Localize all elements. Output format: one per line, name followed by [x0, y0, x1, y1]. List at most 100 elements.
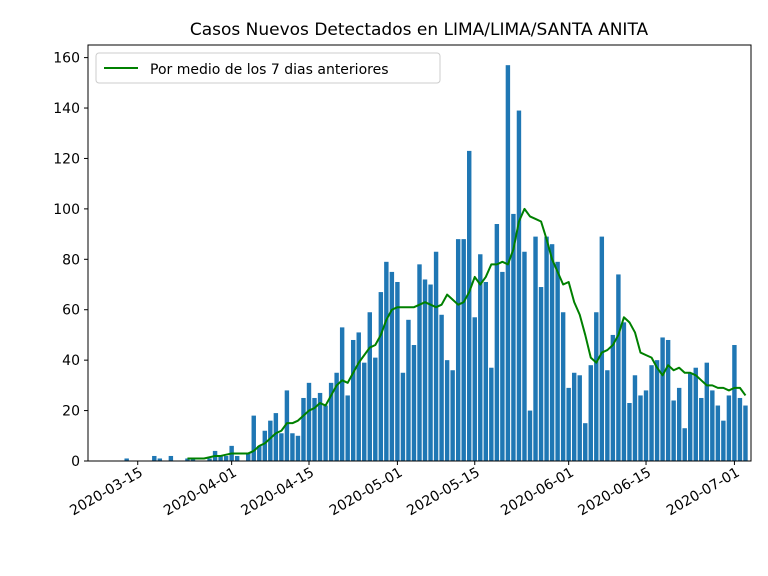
bar — [616, 274, 621, 461]
bar — [455, 239, 461, 461]
bar — [710, 390, 715, 461]
bar — [400, 372, 406, 461]
bar — [560, 312, 566, 461]
bar — [422, 279, 428, 461]
bar — [577, 375, 582, 461]
bar — [378, 292, 384, 461]
legend-label: Por medio de los 7 dias anteriores — [150, 62, 389, 78]
bar — [411, 345, 417, 461]
bar — [279, 433, 284, 461]
bar — [284, 390, 290, 461]
bar — [384, 261, 389, 461]
bar — [295, 435, 301, 461]
bar — [726, 395, 732, 461]
bar — [168, 455, 174, 461]
bar — [555, 261, 560, 461]
bar — [373, 357, 378, 461]
bar — [688, 372, 693, 461]
legend: Por medio de los 7 dias anteriores — [95, 52, 441, 84]
bar — [395, 281, 400, 461]
bar — [665, 339, 671, 461]
bar — [516, 110, 522, 461]
bar — [234, 455, 240, 461]
bar — [494, 224, 500, 461]
bar — [682, 428, 687, 461]
bar — [538, 287, 544, 461]
bar — [522, 251, 527, 461]
bar — [594, 312, 599, 461]
bar — [621, 322, 627, 461]
bar — [699, 397, 704, 461]
bar — [693, 367, 698, 461]
bar — [704, 362, 710, 461]
bar — [152, 455, 157, 461]
bar — [676, 387, 682, 461]
bar — [339, 327, 345, 461]
bar — [649, 365, 654, 461]
bar — [262, 430, 268, 461]
bar — [433, 251, 439, 461]
bar — [367, 312, 372, 461]
bar — [467, 150, 472, 461]
bar — [627, 403, 632, 461]
bar — [257, 445, 262, 461]
bar — [571, 372, 577, 461]
chart-title: Casos Nuevos Detectados en LIMA/LIMA/SAN… — [190, 20, 649, 40]
bar — [356, 332, 361, 461]
bar — [632, 375, 638, 461]
y-tick-label: 60 — [62, 303, 80, 319]
bar — [549, 244, 555, 461]
line-layer — [187, 207, 747, 460]
bar — [599, 236, 605, 461]
bar — [583, 423, 588, 461]
y-tick-label: 100 — [53, 202, 80, 218]
bar — [345, 395, 350, 461]
y-tick-label: 20 — [62, 404, 80, 420]
bar — [638, 395, 643, 461]
bar — [478, 254, 483, 461]
bar — [450, 370, 455, 461]
bar — [323, 405, 328, 461]
bar — [124, 458, 129, 461]
bar — [743, 405, 748, 461]
bar — [207, 458, 212, 461]
bar — [290, 433, 295, 461]
bar — [444, 360, 450, 461]
y-tick-label: 80 — [62, 252, 80, 268]
bar — [489, 367, 494, 461]
bar — [654, 360, 660, 461]
bar — [732, 345, 737, 461]
bar — [312, 397, 317, 461]
bar — [461, 239, 466, 461]
bar — [483, 281, 489, 461]
y-tick-label: 40 — [62, 353, 80, 369]
bar — [417, 264, 422, 461]
y-tick-label: 160 — [53, 51, 80, 67]
bar — [306, 382, 312, 461]
bar — [223, 455, 229, 461]
y-tick-label: 120 — [53, 151, 80, 167]
bar — [660, 337, 665, 461]
bar — [544, 236, 549, 461]
bar — [428, 284, 433, 461]
bar — [472, 317, 477, 461]
bar — [268, 420, 273, 461]
bar — [566, 387, 571, 461]
bar — [715, 405, 721, 461]
bar — [406, 319, 411, 461]
bar — [439, 314, 444, 461]
bar — [185, 458, 190, 461]
bar — [246, 453, 251, 461]
bar — [328, 382, 334, 461]
bar — [610, 334, 616, 461]
bar — [605, 370, 610, 461]
moving-average-line — [187, 207, 747, 460]
bar — [157, 458, 163, 461]
bar — [301, 397, 306, 461]
bar — [362, 362, 367, 461]
bar — [533, 236, 538, 461]
bar — [588, 365, 593, 461]
bar — [317, 392, 323, 461]
bar — [721, 420, 726, 461]
